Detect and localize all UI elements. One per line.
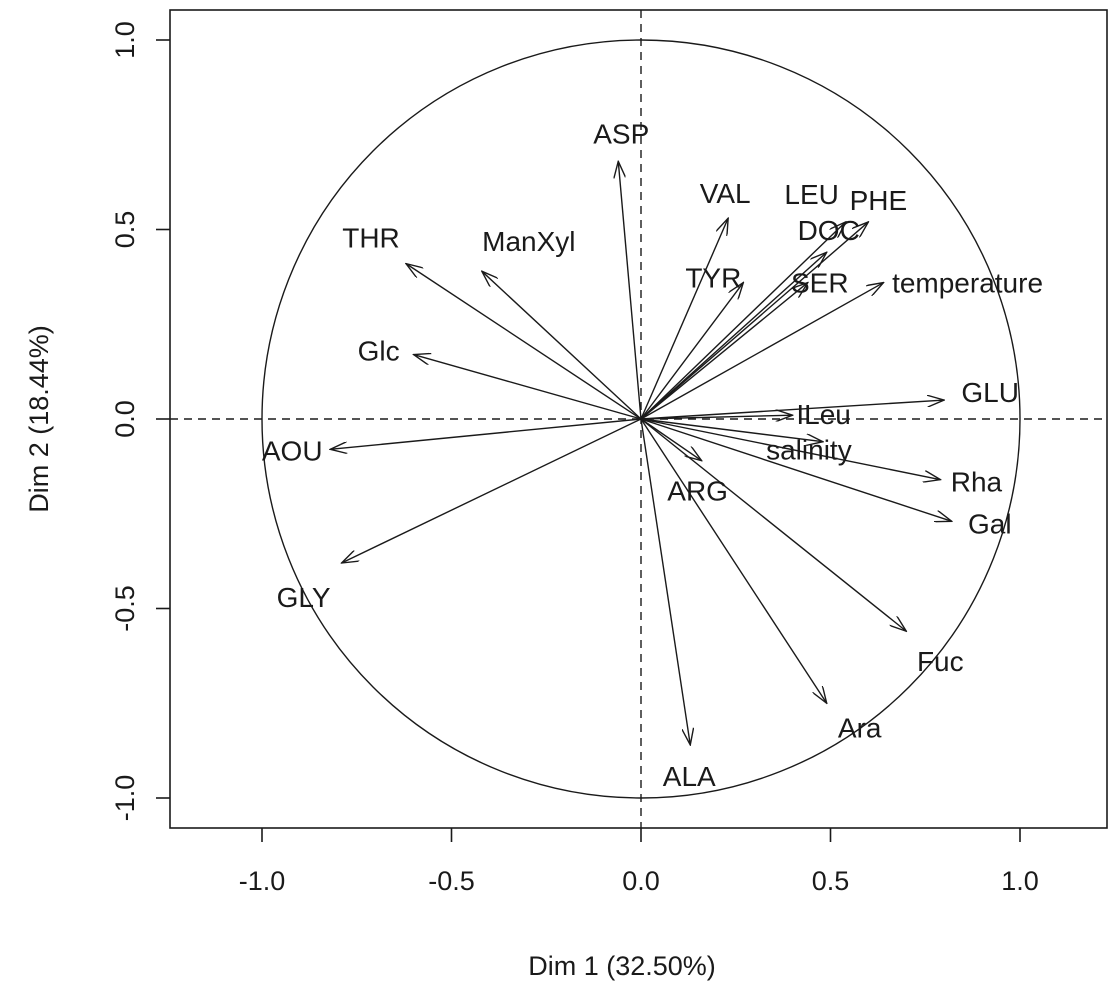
- arrow-phe: [640, 222, 868, 420]
- axes-ticks-layer: -1.0 -0.5 0.0 0.5 1.0 -1.0 -0.5 0.0 0.5 1.0: [110, 21, 1039, 896]
- y-axis-title: Dim 2 (18.44%): [24, 325, 54, 513]
- arrow-manxyl: [482, 271, 642, 420]
- arrow-fuc: [640, 418, 906, 631]
- label-ara: Ara: [838, 712, 882, 743]
- x-tick-label: 0.0: [622, 866, 660, 896]
- arrow-glu: [640, 400, 944, 420]
- label-tyr: TYR: [685, 263, 741, 294]
- y-tick-label: -0.5: [110, 585, 140, 632]
- arrow-ileu: [640, 415, 793, 419]
- label-gly: GLY: [277, 582, 331, 613]
- label-ileu: ILeu: [796, 399, 851, 430]
- label-val: VAL: [700, 178, 751, 209]
- label-phe: PHE: [850, 185, 908, 216]
- label-leu: LEU: [784, 179, 838, 210]
- label-aou: AOU: [262, 435, 323, 466]
- label-manxyl: ManXyl: [482, 226, 575, 257]
- label-temperature: temperature: [892, 268, 1043, 299]
- y-tick-label: 1.0: [110, 21, 140, 59]
- arrow-aou: [330, 418, 642, 449]
- arrow-rha: [640, 418, 940, 480]
- arrow-doc: [640, 252, 827, 420]
- label-ser: SER: [791, 268, 849, 299]
- label-doc: DOC: [798, 215, 860, 246]
- label-ala: ALA: [663, 761, 716, 792]
- arrow-salinity: [640, 418, 823, 442]
- arrow-gal: [640, 418, 952, 521]
- arrow-thr: [406, 264, 642, 420]
- x-tick-label: -1.0: [239, 866, 286, 896]
- x-tick-label: -0.5: [428, 866, 475, 896]
- label-fuc: Fuc: [917, 646, 964, 677]
- arrow-ara: [640, 418, 827, 703]
- label-gal: Gal: [968, 508, 1012, 539]
- arrow-gly: [342, 418, 642, 563]
- arrow-glc: [414, 355, 642, 420]
- arrow-temperature: [640, 283, 884, 420]
- arrow-ala: [640, 418, 690, 745]
- label-glu: GLU: [961, 377, 1019, 408]
- label-asp: ASP: [593, 118, 649, 149]
- arrow-arg: [640, 418, 702, 461]
- y-tick-label: 0.0: [110, 400, 140, 438]
- y-tick-label: -1.0: [110, 775, 140, 822]
- variable-arrows-layer: [330, 161, 952, 745]
- label-salinity: salinity: [766, 435, 852, 466]
- label-arg: ARG: [667, 476, 728, 507]
- x-tick-label: 0.5: [812, 866, 850, 896]
- label-thr: THR: [342, 223, 400, 254]
- x-axis-title: Dim 1 (32.50%): [528, 951, 716, 981]
- arrow-tyr: [640, 283, 743, 420]
- y-tick-label: 0.5: [110, 211, 140, 249]
- label-rha: Rha: [951, 467, 1003, 498]
- arrow-ser: [640, 283, 808, 420]
- label-glc: Glc: [358, 336, 400, 367]
- x-tick-label: 1.0: [1001, 866, 1039, 896]
- arrow-val: [640, 218, 728, 420]
- arrow-asp: [618, 161, 642, 420]
